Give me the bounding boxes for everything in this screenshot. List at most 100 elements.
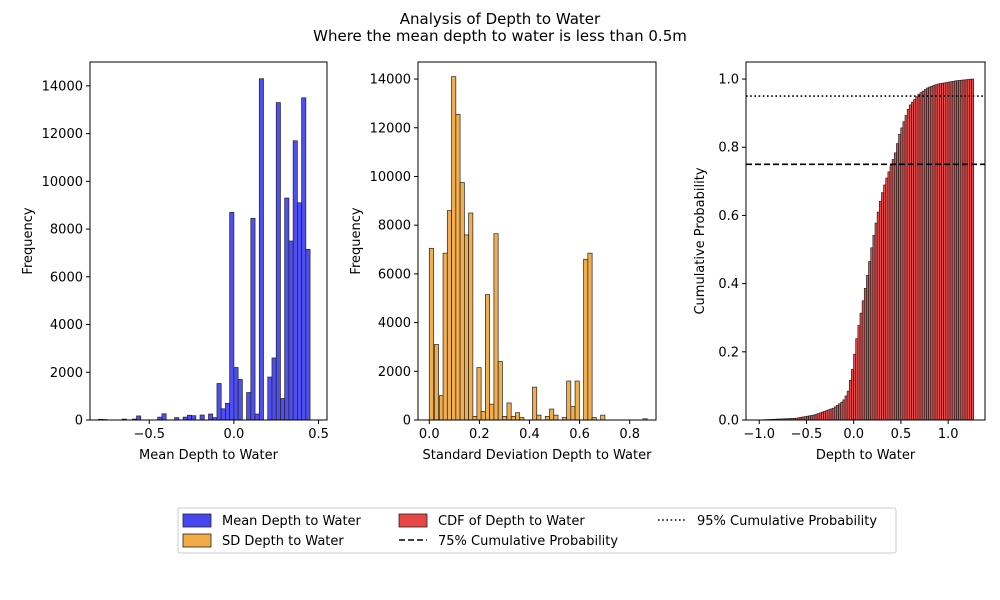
mean-bar — [136, 415, 142, 421]
cdf-ytick-label: 0.8 — [718, 141, 739, 156]
sd-bar — [485, 294, 491, 421]
sd-y-axis-label: Frequency — [349, 207, 364, 274]
mean-bar — [246, 392, 252, 421]
mean-bar — [301, 97, 307, 421]
mean-bar — [229, 212, 235, 421]
sd-bar — [532, 386, 538, 421]
sd-xtick-label: 0.4 — [519, 427, 540, 442]
legend-label-95: 95% Cumulative Probability — [697, 514, 877, 529]
mean-ytick-label: 8000 — [50, 223, 83, 238]
mean-bar — [267, 376, 273, 421]
sd-x-axis-label: Standard Deviation Depth to Water — [423, 448, 653, 463]
sd-bar — [544, 416, 550, 421]
cdf-xtick-label: 1.0 — [938, 427, 959, 442]
sd-bar — [433, 344, 439, 421]
sd-bar — [489, 403, 495, 421]
sd-bar — [570, 406, 576, 421]
mean-ytick-label: 2000 — [50, 366, 83, 381]
sd-ytick-label: 2000 — [378, 365, 411, 380]
legend-label-sd: SD Depth to Water — [222, 534, 344, 549]
sd-bar — [451, 76, 457, 421]
mean-bar — [233, 367, 239, 421]
figure-title: Analysis of Depth to Water — [400, 10, 601, 28]
sd-ytick-label: 0 — [403, 414, 411, 429]
mean-x-axis-label: Mean Depth to Water — [139, 448, 279, 463]
cdf-ytick-label: 0.0 — [718, 414, 739, 429]
sd-bar — [472, 416, 478, 421]
legend-swatch-cdf — [398, 513, 428, 528]
mean-ytick-label: 6000 — [50, 270, 83, 285]
sd-bar — [515, 412, 521, 421]
sd-bar — [442, 252, 448, 421]
mean-ytick-label: 10000 — [42, 175, 83, 190]
mean-axes-frame — [89, 61, 328, 421]
sd-xtick-label: 0.8 — [619, 427, 640, 442]
cdf-y-axis-label: Cumulative Probability — [693, 167, 708, 314]
sd-depth-histogram: 0.0 0.2 0.4 0.6 0.8 0 2000 4000 6000 8000 10000 120… — [349, 61, 657, 463]
sd-ytick-label: 6000 — [378, 267, 411, 282]
sd-bar — [549, 408, 555, 421]
sd-bar — [553, 414, 559, 421]
sd-xtick-label: 0.2 — [469, 427, 490, 442]
mean-bar — [220, 408, 226, 421]
mean-y-axis-label: Frequency — [21, 207, 36, 274]
mean-bar — [254, 413, 260, 421]
cdf-ytick-label: 1.0 — [718, 73, 739, 88]
sd-bar — [566, 380, 572, 421]
mean-xtick-label: −0.5 — [133, 427, 165, 442]
legend-label-cdf: CDF of Depth to Water — [438, 514, 585, 529]
mean-bar — [250, 217, 256, 421]
mean-bar — [161, 413, 167, 421]
mean-bar — [191, 415, 197, 421]
cdf-x-axis-label: Depth to Water — [816, 448, 916, 463]
sd-bar — [583, 258, 589, 421]
sd-bar — [510, 416, 516, 421]
mean-ytick-label: 4000 — [50, 318, 83, 333]
sd-ytick-label: 8000 — [378, 219, 411, 234]
mean-depth-histogram: −0.5 0.0 0.5 0 2000 4000 6000 8000 10000 12000 140… — [21, 61, 329, 463]
cdf-ytick-label: 0.6 — [718, 209, 739, 224]
sd-bar — [459, 182, 465, 421]
legend-label-75: 75% Cumulative Probability — [438, 534, 618, 549]
legend-swatch-sd — [182, 533, 212, 548]
mean-bar — [297, 202, 302, 421]
mean-bar — [288, 240, 294, 421]
sd-ytick-label: 14000 — [370, 73, 411, 88]
legend-frame — [177, 507, 897, 554]
sd-ytick-label: 12000 — [370, 121, 411, 136]
mean-bar — [225, 402, 231, 421]
sd-xtick-label: 0.6 — [569, 427, 590, 442]
sd-bar — [493, 233, 499, 421]
mean-bar — [271, 357, 277, 421]
mean-bar — [208, 413, 214, 421]
figure-subtitle: Where the mean depth to water is less th… — [313, 27, 687, 45]
mean-bar — [292, 140, 298, 421]
cdf-xtick-label: 0.0 — [843, 427, 864, 442]
sd-bar — [446, 210, 452, 421]
sd-bar — [574, 380, 580, 421]
cdf-ytick-label: 0.4 — [718, 277, 739, 292]
mean-bar — [199, 414, 205, 421]
sd-bar — [506, 402, 512, 421]
cdf-xtick-label: −1.0 — [743, 427, 775, 442]
mean-ytick-label: 12000 — [42, 127, 83, 142]
sd-xtick-label: 0.0 — [419, 427, 440, 442]
mean-bar — [186, 414, 192, 421]
cdf-bar — [971, 78, 975, 421]
mean-ytick-label: 14000 — [42, 79, 83, 94]
legend: Mean Depth to Water SD Depth to Water CD… — [177, 507, 897, 554]
mean-xtick-label: 0.5 — [308, 427, 329, 442]
cdf-axes-frame — [745, 61, 986, 421]
sd-bar — [600, 414, 606, 421]
mean-bar — [216, 383, 222, 421]
sd-bar — [455, 114, 461, 421]
sd-bar — [476, 367, 482, 421]
mean-bar — [258, 78, 264, 421]
mean-bar — [275, 102, 281, 421]
sd-ytick-label: 10000 — [370, 170, 411, 185]
cdf-depth-histogram: −1.0 −0.5 0.0 0.5 1.0 0.0 0.2 0.4 0.6 0.8 1.0 Depth… — [693, 61, 986, 463]
legend-label-mean: Mean Depth to Water — [222, 514, 362, 529]
sd-ytick-label: 4000 — [378, 316, 411, 331]
sd-bar — [468, 212, 474, 421]
